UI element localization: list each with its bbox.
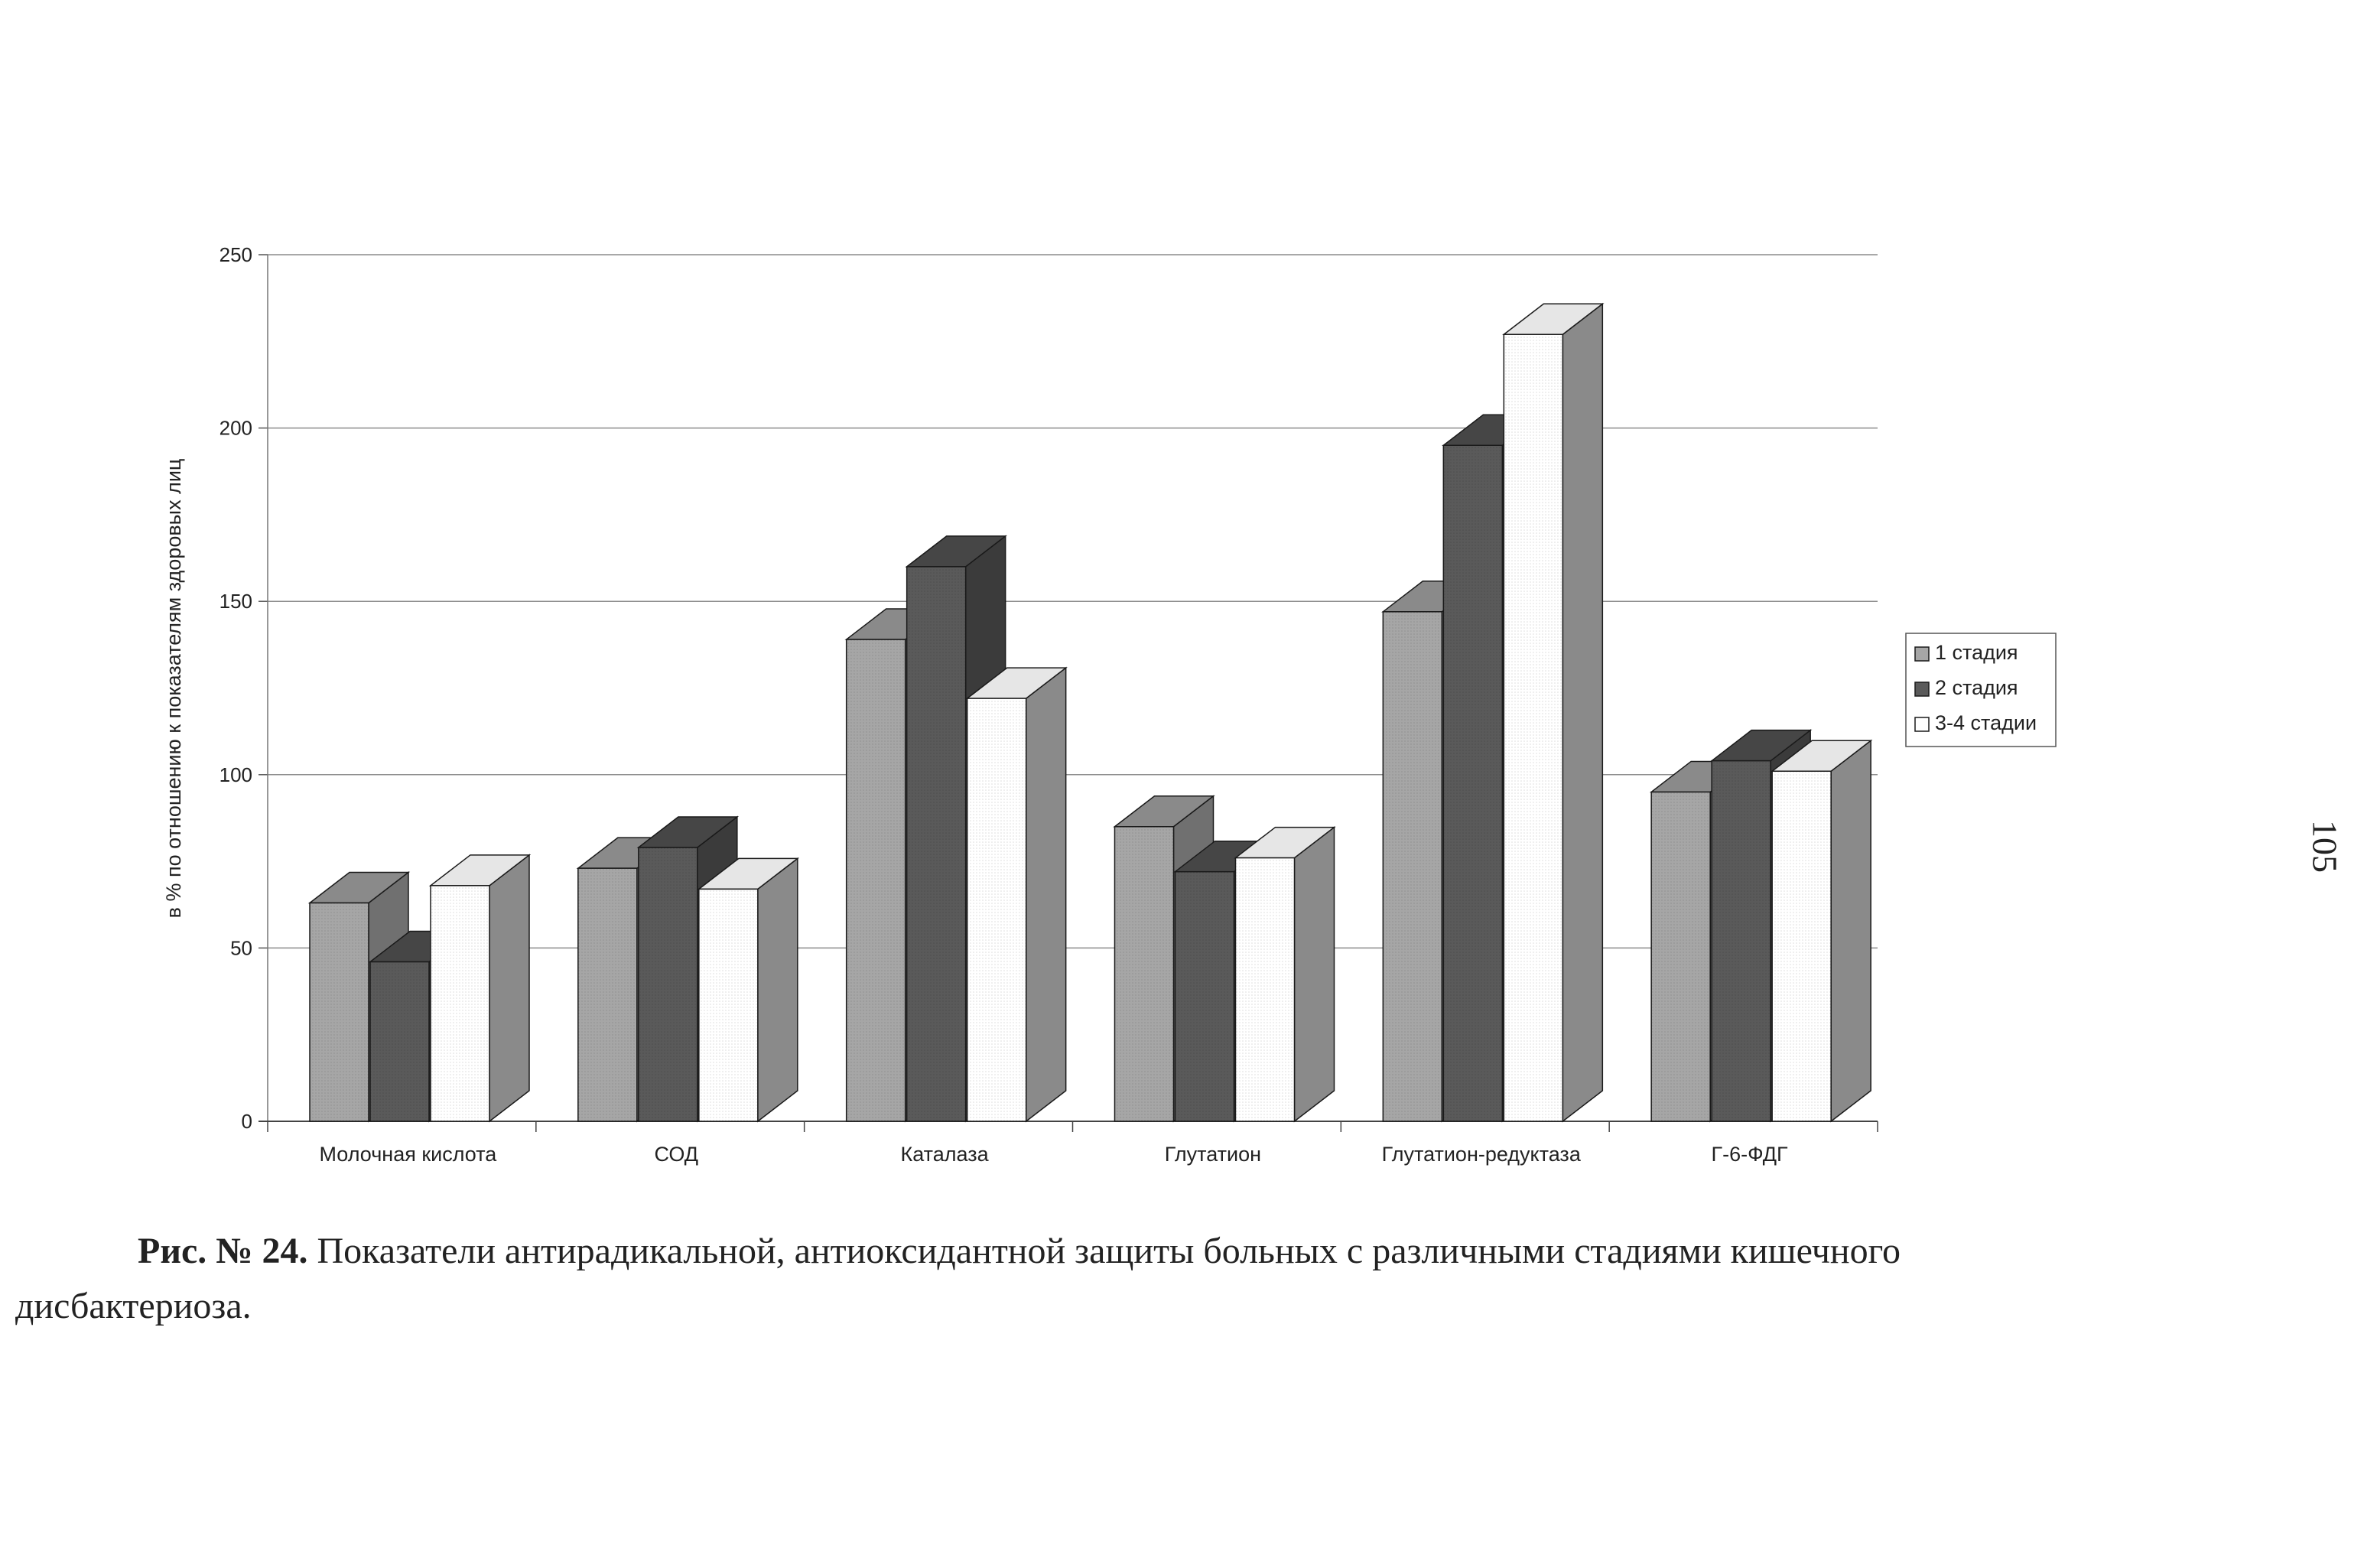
bar-side (1562, 302, 1604, 1123)
bar-texture (1504, 334, 1563, 1122)
bar (428, 854, 532, 1123)
legend-swatch (1914, 682, 1930, 697)
bar (1234, 826, 1336, 1123)
bar (1770, 739, 1873, 1123)
figure-caption: Рис. № 24. Показатели антирадикальной, а… (15, 1224, 2249, 1334)
bar-side (489, 854, 530, 1123)
y-tick-label: 0 (242, 1110, 252, 1133)
legend-item: 3-4 стадии (1914, 711, 2037, 734)
bar-texture (1443, 445, 1503, 1121)
bars (307, 302, 1873, 1123)
legend-item: 1 стадия (1914, 641, 2018, 664)
bar-side (1293, 826, 1335, 1123)
bar (636, 815, 740, 1123)
y-tick-label: 50 (230, 936, 252, 959)
legend-box (1905, 633, 2057, 747)
caption-text-line2: дисбактериоза. (15, 1286, 252, 1326)
category-label: Глутатион (1165, 1143, 1261, 1166)
bar-texture (431, 885, 489, 1121)
y-axis-label: в % по отношению к показателям здоровых … (162, 459, 185, 919)
y-tick-label: 100 (219, 763, 252, 786)
category-labels: Молочная кислота СОД Каталаза Глутатион Глут… (320, 1143, 1789, 1166)
category-label: СОД (654, 1143, 698, 1166)
bar-texture (698, 889, 758, 1121)
legend-label: 3-4 стадии (1935, 711, 2037, 734)
bar-texture (906, 566, 966, 1121)
bar-side (757, 857, 798, 1123)
axes: 0 50 100 150 200 250 (219, 243, 1878, 1133)
bar-texture (1175, 871, 1234, 1121)
page-number: 105 (2305, 820, 2345, 873)
legend-label: 1 стадия (1935, 641, 2018, 664)
bar-side (1830, 739, 1871, 1123)
gridlines (268, 254, 1878, 949)
legend-label: 2 стадия (1935, 676, 2018, 699)
bar (697, 857, 800, 1123)
y-tick-label: 200 (219, 417, 252, 440)
bar (1502, 302, 1605, 1123)
category-label: Молочная кислота (320, 1143, 498, 1166)
bar-texture (310, 903, 369, 1121)
bar-texture (967, 698, 1026, 1121)
category-label: Глутатион-редуктаза (1382, 1143, 1582, 1166)
bar-texture (1772, 771, 1832, 1121)
bar-texture (1712, 760, 1771, 1121)
bar-texture (577, 868, 637, 1121)
bar (965, 666, 1068, 1123)
bar-texture (638, 847, 697, 1121)
legend: 1 стадия 2 стадия 3-4 стадии (1905, 633, 2057, 747)
y-tick-label: 250 (219, 243, 252, 266)
bar-texture (370, 961, 429, 1121)
caption-text-line1: Показатели антирадикальной, антиоксидант… (307, 1231, 1901, 1271)
caption-lead: Рис. № 24. (138, 1231, 308, 1271)
y-tick-label: 150 (219, 590, 252, 613)
category-label: Каталаза (901, 1143, 990, 1166)
bar-texture (1651, 792, 1711, 1121)
bar-texture (846, 639, 906, 1121)
bar-texture (1235, 857, 1295, 1121)
legend-swatch (1914, 717, 1930, 732)
bar-texture (1383, 611, 1442, 1121)
legend-item: 2 стадия (1914, 676, 2018, 699)
bar-side (1025, 666, 1067, 1123)
legend-swatch (1914, 646, 1930, 662)
category-label: Г-6-ФДГ (1712, 1143, 1789, 1166)
bar-texture (1114, 826, 1174, 1121)
